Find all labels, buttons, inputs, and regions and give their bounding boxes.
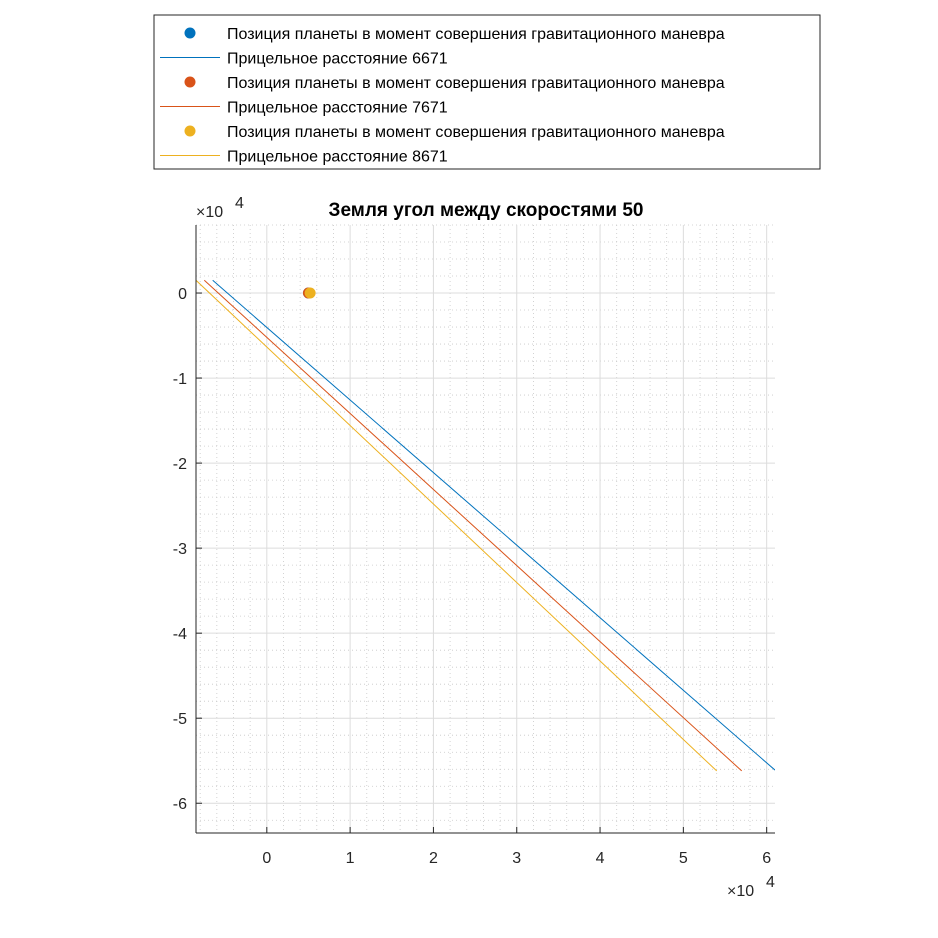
chart-title: Земля угол между скоростями 50: [329, 200, 644, 221]
legend-label-1: Позиция планеты в момент совершения грав…: [227, 26, 725, 43]
legend-entry-3: Позиция планеты в момент совершения грав…: [184, 75, 725, 92]
series-line-6: [196, 279, 718, 772]
x-ticks: 0 1 2 3 4 5 6: [262, 827, 771, 867]
legend-marker-5: [184, 125, 196, 137]
x-tick-label: 5: [679, 850, 688, 867]
legend-entry-1: Позиция планеты в момент совершения грав…: [184, 26, 725, 43]
x-tick-label: 4: [596, 850, 605, 867]
series-line-4: [203, 279, 743, 772]
y-tick-label: -1: [173, 371, 187, 388]
y-tick-label: 0: [178, 286, 187, 303]
legend-label-4: Прицельное расстояние 7671: [227, 100, 448, 117]
major-grid: [196, 225, 775, 833]
y-tick-label: -6: [173, 796, 187, 813]
x-exponent-power: 4: [766, 874, 775, 891]
legend-entry-6: Прицельное расстояние 8671: [160, 149, 448, 166]
y-tick-label: -3: [173, 541, 187, 558]
y-exponent-text: ×10: [196, 204, 223, 221]
x-tick-label: 3: [512, 850, 521, 867]
y-tick-label: -5: [173, 711, 187, 728]
y-ticks: 0 -1 -2 -3 -4 -5 -6: [173, 286, 202, 813]
series-line-2: [212, 279, 775, 771]
legend-label-2: Прицельное расстояние 6671: [227, 51, 448, 68]
legend-label-5: Позиция планеты в момент совершения грав…: [227, 124, 725, 141]
legend-label-3: Позиция планеты в момент совершения грав…: [227, 75, 725, 92]
x-tick-label: 6: [762, 850, 771, 867]
legend-label-6: Прицельное расстояние 8671: [227, 149, 448, 166]
y-exponent-power: 4: [235, 195, 244, 212]
legend-entry-4: Прицельное расстояние 7671: [160, 100, 448, 117]
x-tick-label: 0: [262, 850, 271, 867]
legend-marker-3: [184, 76, 196, 88]
x-tick-label: 2: [429, 850, 438, 867]
y-exponent-label: ×10 4: [196, 195, 244, 221]
legend: Позиция планеты в момент совершения грав…: [153, 14, 821, 170]
minor-grid: [196, 224, 775, 833]
series-marker-5: [304, 287, 316, 299]
y-tick-label: -2: [173, 456, 187, 473]
series-group: [196, 279, 775, 772]
legend-entry-5: Позиция планеты в момент совершения грав…: [184, 124, 725, 141]
legend-box: [153, 14, 821, 170]
x-exponent-text: ×10: [727, 883, 754, 900]
legend-marker-1: [184, 27, 196, 39]
x-tick-label: 1: [346, 850, 355, 867]
legend-entry-2: Прицельное расстояние 6671: [160, 51, 448, 68]
plot-area: 0 1 2 3 4 5 6 0 -1 -2 -3 -4 -5 -6: [173, 224, 775, 867]
x-exponent-label: ×10 4: [727, 874, 775, 900]
y-tick-label: -4: [173, 626, 187, 643]
